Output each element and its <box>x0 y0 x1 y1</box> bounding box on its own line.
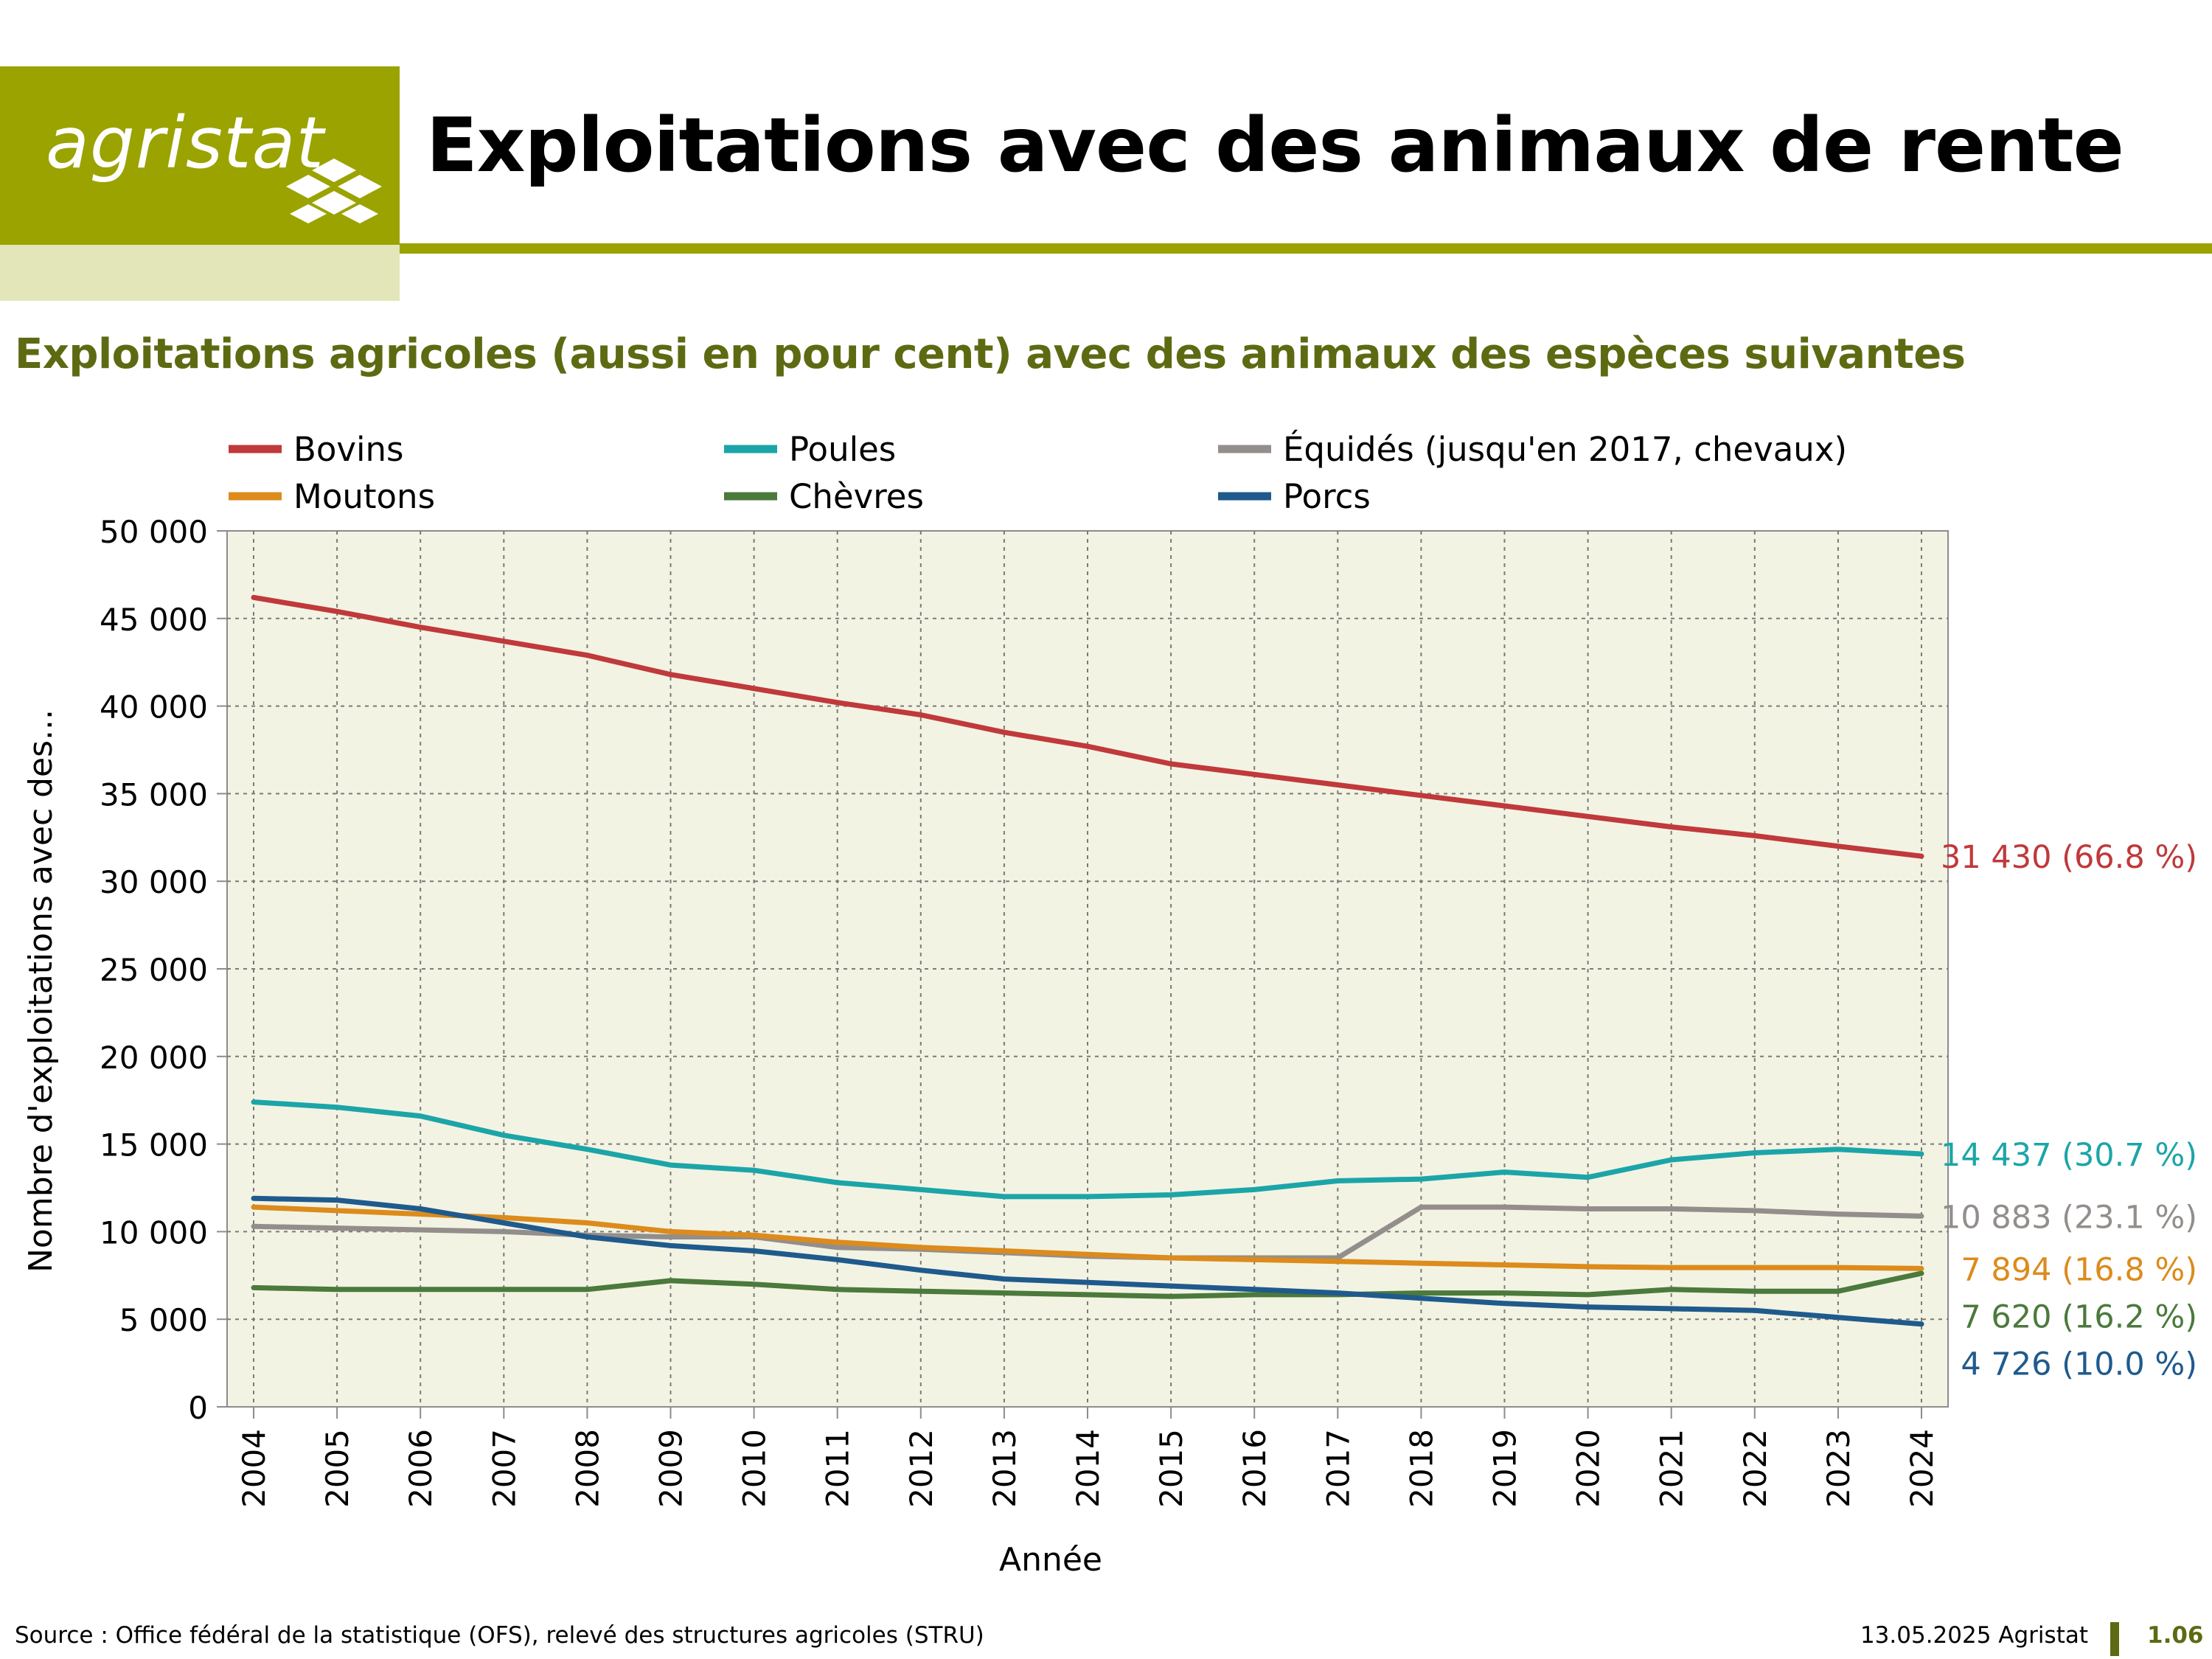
logo-box <box>0 66 400 245</box>
x-tick-label: 2018 <box>1403 1429 1439 1508</box>
x-tick-label: 2014 <box>1070 1429 1106 1508</box>
x-tick-label: 2010 <box>737 1429 773 1508</box>
legend-label: Poules <box>789 430 896 469</box>
y-tick-label: 40 000 <box>100 689 208 726</box>
x-axis-title: Année <box>999 1541 1102 1579</box>
y-tick-label: 0 <box>188 1390 208 1426</box>
x-tick-label: 2011 <box>820 1429 856 1508</box>
x-tick-label: 2015 <box>1153 1429 1189 1508</box>
x-tick-label: 2008 <box>569 1429 605 1508</box>
x-tick-label: 2024 <box>1904 1429 1940 1508</box>
x-tick-label: 2022 <box>1737 1429 1773 1508</box>
logo-mark-icon <box>286 159 382 223</box>
x-tick-label: 2023 <box>1820 1429 1857 1508</box>
line-chart: 0 5 000 10 000 15 000 20 000 25 000 30 000 35 0… <box>22 430 2197 1579</box>
x-tick-label: 2005 <box>319 1429 355 1508</box>
series-end-label: 7 894 (16.8 %) <box>1961 1251 2197 1288</box>
series-line-chèvres <box>251 1270 1924 1299</box>
series-line-poules <box>251 1099 1924 1200</box>
x-tick-label: 2020 <box>1571 1429 1607 1508</box>
legend: Bovins Poules Équidés (jusqu'en 2017, chev… <box>229 430 1847 516</box>
y-tick-label: 45 000 <box>100 602 208 638</box>
chart-subtitle: Exploitations agricoles (aussi en pour c… <box>15 330 1966 378</box>
y-tick-label: 50 000 <box>100 514 208 550</box>
y-tick-label: 5 000 <box>119 1302 208 1338</box>
x-tick-label: 2021 <box>1654 1429 1690 1508</box>
y-tick-label: 20 000 <box>100 1040 208 1076</box>
logo-accent <box>0 245 400 301</box>
logo-text: agristat <box>46 102 325 184</box>
series-end-label: 10 883 (23.1 %) <box>1941 1199 2197 1236</box>
series-end-label: 14 437 (30.7 %) <box>1941 1137 2197 1174</box>
series-line-bovins <box>251 594 1924 859</box>
x-tick-label: 2007 <box>486 1429 522 1508</box>
legend-label: Chèvres <box>789 477 924 516</box>
series-end-label: 4 726 (10.0 %) <box>1961 1346 2197 1382</box>
series-line-porcs <box>251 1195 1924 1327</box>
series-end-label: 31 430 (66.8 %) <box>1941 839 2197 876</box>
page-title: Exploitations avec des animaux de rente <box>426 102 2124 189</box>
y-tick-label: 30 000 <box>100 864 208 900</box>
x-tick-label: 2004 <box>236 1429 272 1508</box>
footer-date: 13.05.2025 Agristat <box>1860 1622 2088 1649</box>
x-tick-label: 2017 <box>1320 1429 1356 1508</box>
legend-label: Bovins <box>293 430 404 469</box>
y-axis-title: Nombre d'exploitations avec des... <box>22 709 60 1273</box>
legend-label: Moutons <box>293 477 435 516</box>
header-divider <box>400 243 2212 254</box>
footer-divider <box>2110 1622 2119 1656</box>
series-line-moutons <box>251 1204 1924 1271</box>
x-tick-label: 2013 <box>987 1429 1023 1508</box>
grid <box>227 531 1948 1407</box>
x-tick-label: 2019 <box>1487 1429 1523 1508</box>
legend-label: Équidés (jusqu'en 2017, chevaux) <box>1283 430 1847 469</box>
series-end-label: 7 620 (16.2 %) <box>1961 1298 2197 1335</box>
x-tick-label: 2006 <box>403 1429 439 1508</box>
y-tick-label: 25 000 <box>100 952 208 988</box>
x-tick-label: 2009 <box>653 1429 689 1508</box>
y-tick-label: 10 000 <box>100 1214 208 1251</box>
x-tick-label: 2012 <box>903 1429 939 1508</box>
page-number: 1.06 <box>2147 1622 2204 1649</box>
footer-source: Source : Office fédéral de la statistiqu… <box>15 1622 984 1649</box>
legend-label: Porcs <box>1283 477 1371 516</box>
x-tick-label: 2016 <box>1237 1429 1273 1508</box>
y-tick-label: 15 000 <box>100 1127 208 1164</box>
y-tick-label: 35 000 <box>100 776 208 813</box>
